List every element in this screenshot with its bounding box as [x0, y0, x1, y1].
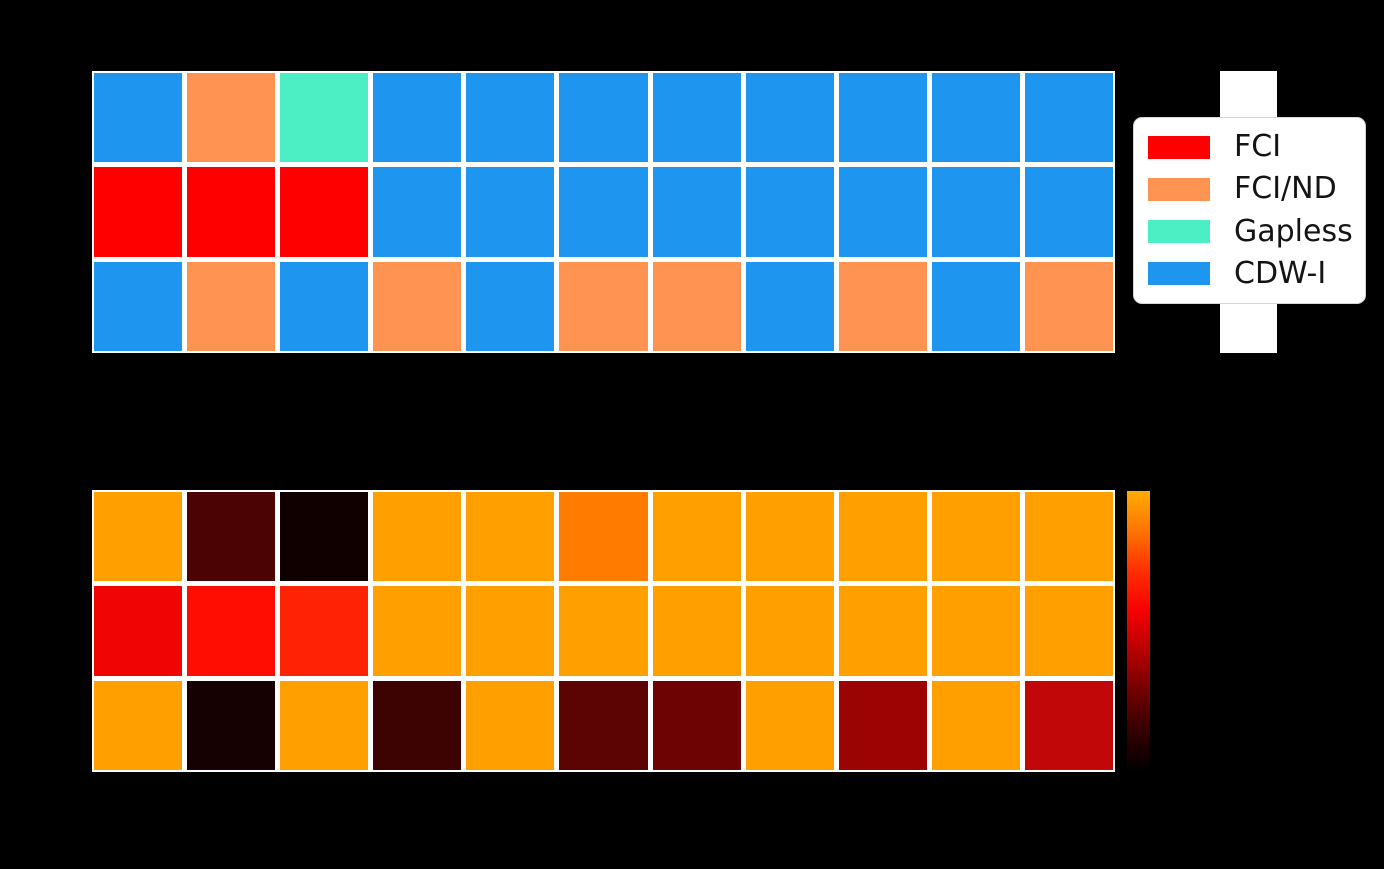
phase-cell	[559, 73, 648, 163]
heatmap-cell	[466, 586, 555, 676]
heatmap-cell	[1024, 586, 1113, 676]
phase-cell	[745, 167, 834, 257]
bottom-heatmap-colorbar	[1127, 491, 1150, 772]
phase-cell	[652, 73, 741, 163]
legend-swatch-gapless	[1148, 220, 1210, 244]
heatmap-cell	[559, 586, 648, 676]
phase-cell	[652, 167, 741, 257]
phase-cell	[187, 261, 276, 351]
phase-cell	[931, 73, 1020, 163]
phase-cell	[466, 261, 555, 351]
phase-cell	[1024, 261, 1113, 351]
phase-cell	[187, 167, 276, 257]
phase-cell	[838, 261, 927, 351]
phase-cell	[559, 261, 648, 351]
heatmap-cell	[280, 492, 369, 582]
heatmap-cell	[466, 492, 555, 582]
legend-label-cdw-i: CDW-I	[1234, 255, 1327, 291]
heatmap-cell	[931, 492, 1020, 582]
phase-cell	[94, 167, 183, 257]
heatmap-cell	[1024, 680, 1113, 770]
phase-cell	[838, 73, 927, 163]
phase-cell	[373, 167, 462, 257]
heatmap-cell	[373, 586, 462, 676]
phase-cell	[94, 261, 183, 351]
heatmap-cell	[745, 586, 834, 676]
phase-cell	[373, 73, 462, 163]
heatmap-cell	[94, 680, 183, 770]
phase-cell	[1024, 167, 1113, 257]
heatmap-cell	[187, 586, 276, 676]
heatmap-cell	[280, 680, 369, 770]
legend-item-gapless: Gapless	[1148, 213, 1357, 249]
phase-cell	[838, 167, 927, 257]
heatmap-cell	[373, 492, 462, 582]
heatmap-cell	[466, 680, 555, 770]
heatmap-cell	[94, 586, 183, 676]
heatmap-cell	[1024, 492, 1113, 582]
phase-cell	[280, 73, 369, 163]
heatmap-cell	[652, 586, 741, 676]
heatmap-cell	[559, 680, 648, 770]
heatmap-cell	[745, 492, 834, 582]
heatmap-cell	[373, 680, 462, 770]
phase-cell	[652, 261, 741, 351]
heatmap-cell	[931, 586, 1020, 676]
heatmap-cell	[838, 586, 927, 676]
legend-item-fci: FCI	[1148, 132, 1357, 162]
phase-cell	[559, 167, 648, 257]
phase-cell	[1024, 73, 1113, 163]
phase-cell	[931, 261, 1020, 351]
heatmap-cell	[187, 680, 276, 770]
heatmap-cell	[652, 680, 741, 770]
legend-label-gapless: Gapless	[1234, 213, 1353, 249]
heatmap-cell	[745, 680, 834, 770]
heatmap-cell	[838, 492, 927, 582]
heatmap-cell	[838, 680, 927, 770]
heatmap-cell	[280, 586, 369, 676]
phase-cell	[931, 167, 1020, 257]
phase-cell	[373, 261, 462, 351]
phase-cell	[745, 73, 834, 163]
heatmap-cell	[559, 492, 648, 582]
heatmap-cell	[187, 492, 276, 582]
phase-cell	[466, 167, 555, 257]
legend-label-fci-nd: FCI/ND	[1234, 171, 1337, 207]
legend-item-fci-nd: FCI/ND	[1148, 174, 1357, 204]
legend-swatch-cdw-i	[1148, 262, 1210, 286]
phase-cell	[94, 73, 183, 163]
phase-cell	[745, 261, 834, 351]
phase-cell	[466, 73, 555, 163]
phase-cell	[280, 167, 369, 257]
bottom-heatmap	[92, 490, 1115, 772]
legend-item-cdw-i: CDW-I	[1148, 255, 1357, 291]
top-phase-diagram	[92, 71, 1115, 353]
phase-cell	[280, 261, 369, 351]
heatmap-cell	[652, 492, 741, 582]
legend-swatch-fci-nd	[1148, 177, 1210, 201]
legend-label-fci: FCI	[1234, 129, 1282, 165]
phase-cell	[187, 73, 276, 163]
legend-swatch-fci	[1148, 135, 1210, 159]
heatmap-cell	[94, 492, 183, 582]
heatmap-cell	[931, 680, 1020, 770]
legend-box: FCI FCI/ND Gapless CDW-I	[1133, 117, 1366, 304]
